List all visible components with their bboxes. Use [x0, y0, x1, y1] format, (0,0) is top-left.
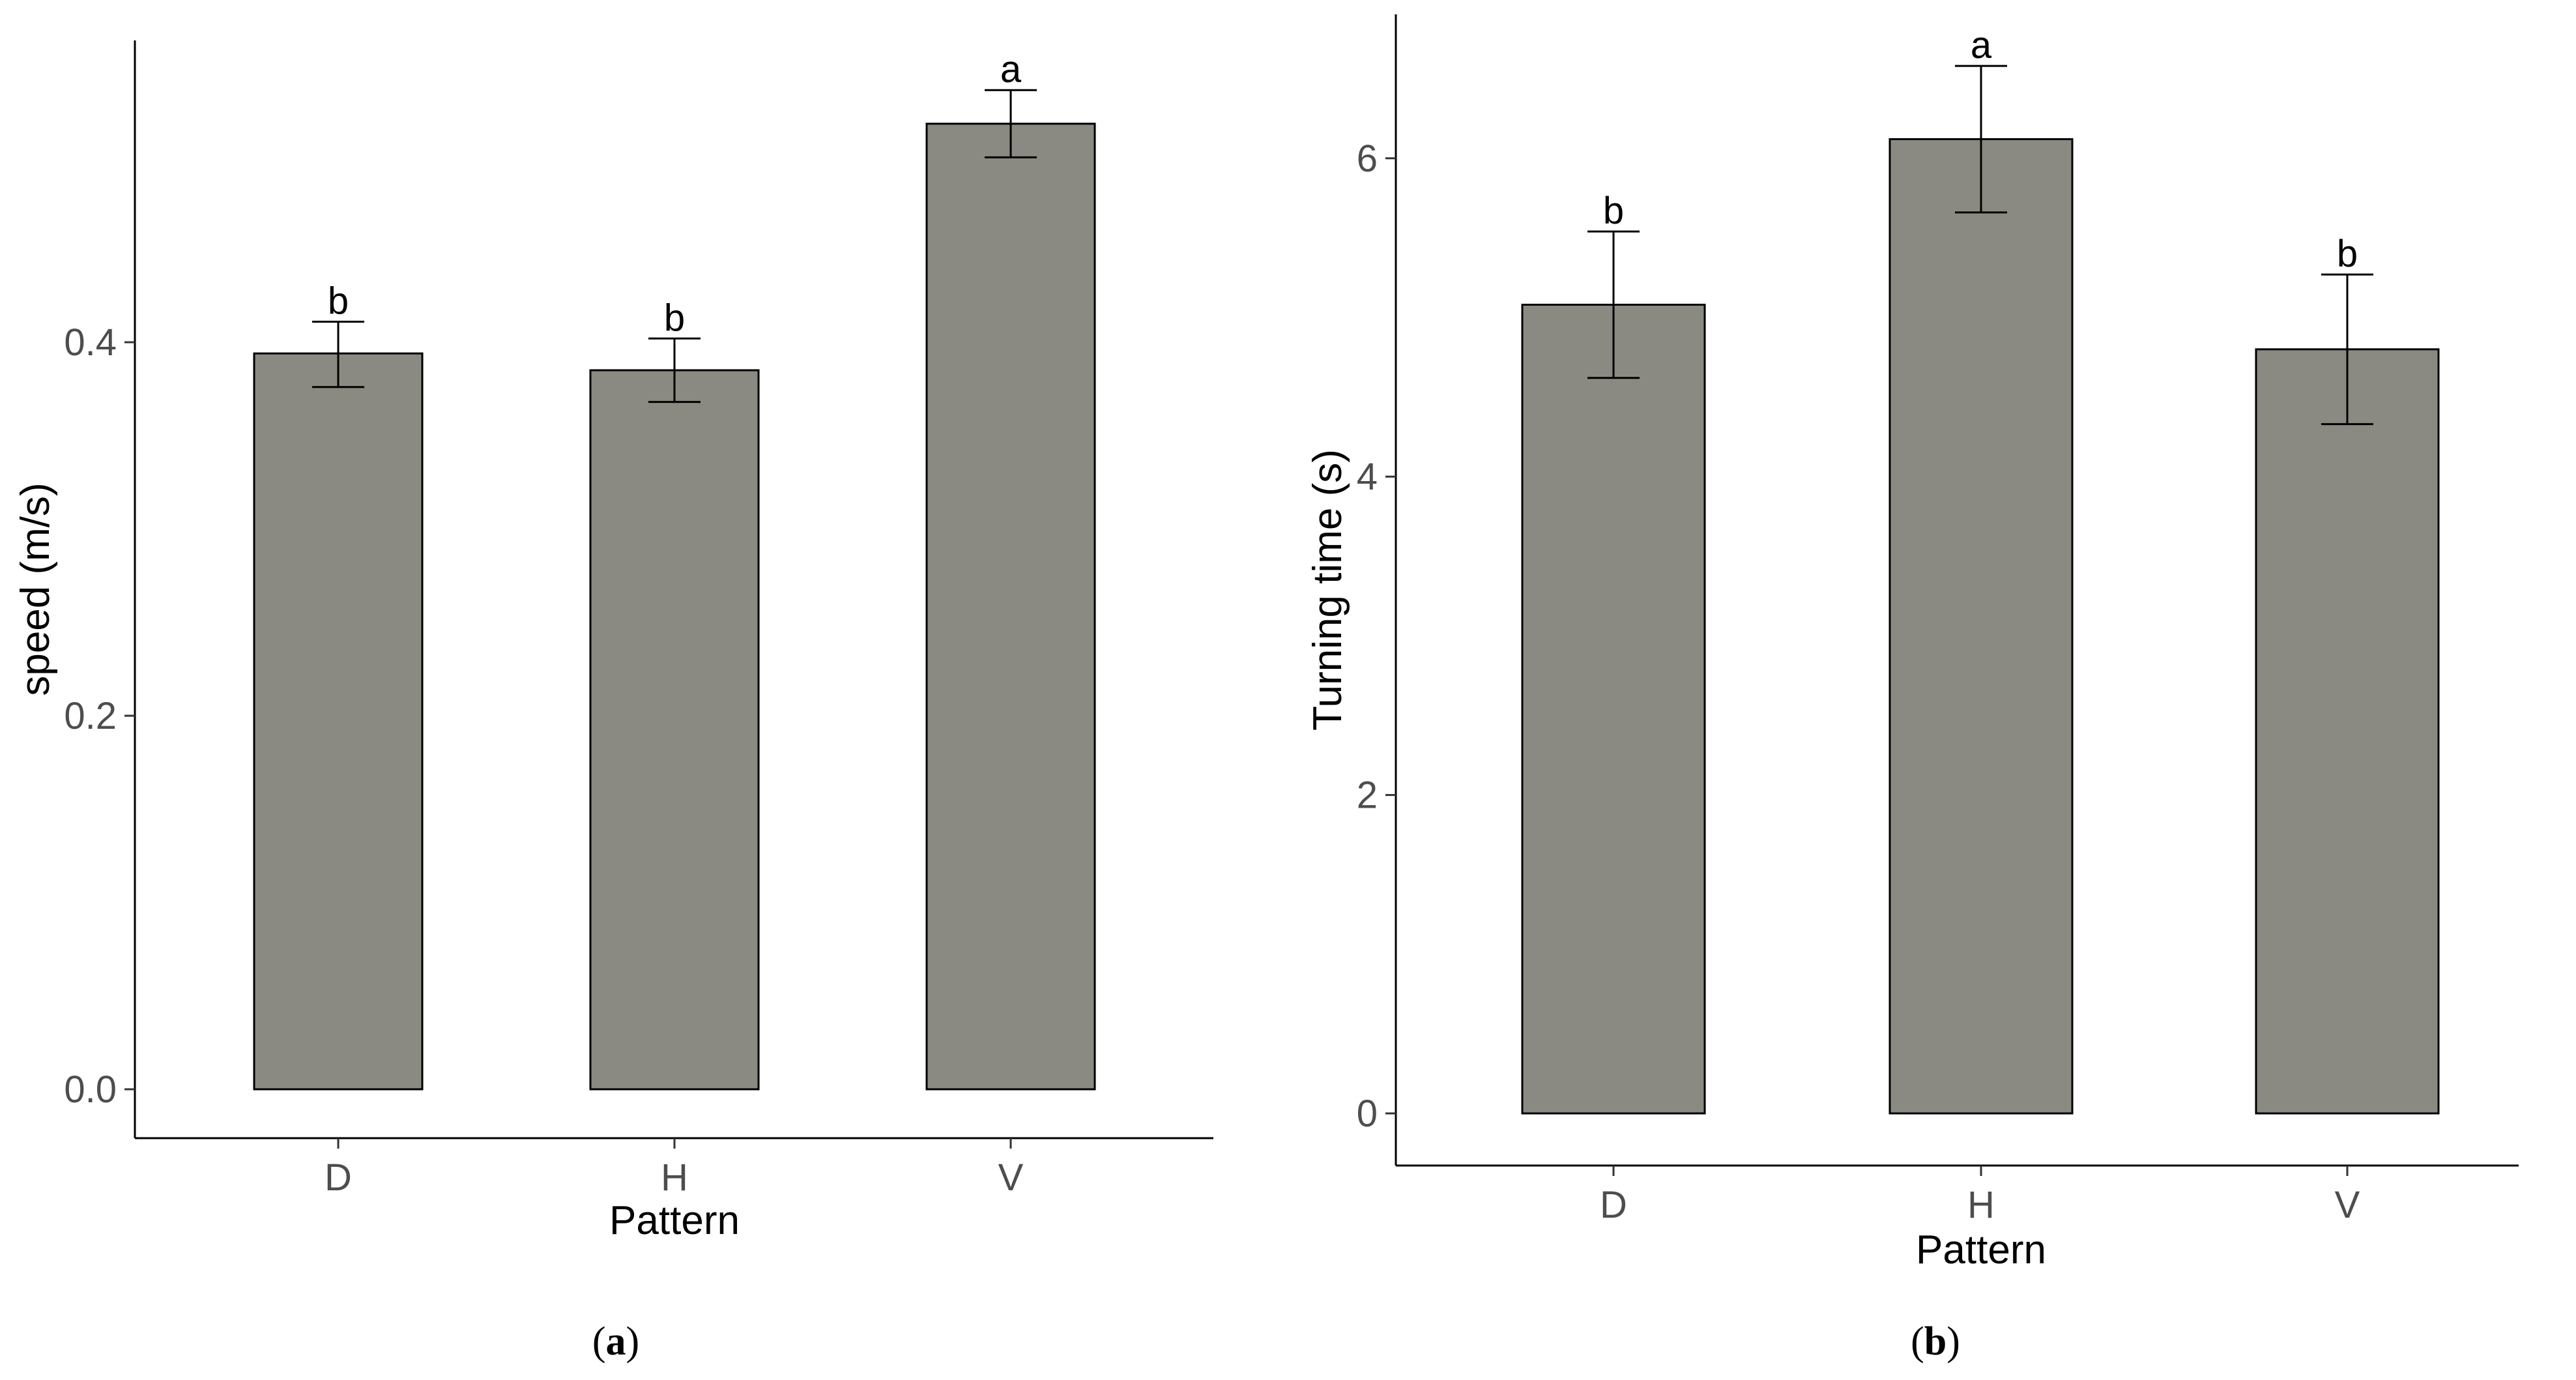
panel-b-significance-D: b: [1603, 190, 1624, 232]
panel-b-caption: (b): [1911, 1319, 1960, 1364]
panel-b-x-axis-label: Pattern: [1916, 1227, 2046, 1272]
panel-a: 0.0 0.2 0.4 b b a D H V Pattern speed (m/s) (a…: [13, 40, 1213, 1364]
panel-b-y-axis-label: Turning time (s): [1305, 449, 1350, 731]
panel-a-y-tick-label: 0.4: [64, 321, 117, 364]
panel-b-bar-H: [1889, 138, 2074, 1115]
panel-a-y-axis-label: speed (m/s): [13, 482, 58, 696]
panel-b-y-tick-label: 4: [1357, 456, 1378, 498]
panel-a-x-tick-label-D: D: [325, 1156, 352, 1199]
panel-b-significance-V: b: [2337, 233, 2358, 275]
panel-a-significance-V: a: [1000, 48, 1022, 91]
panel-b-x-tick-label-H: H: [1967, 1184, 1995, 1226]
panel-b: 0 2 4 6 b a b D H V Pattern Turning time (s) (b…: [1305, 14, 2519, 1364]
panel-b-y-tick-label: 6: [1357, 138, 1378, 180]
panel-a-significance-H: b: [664, 297, 685, 339]
panel-a-bar-V: [925, 123, 1096, 1091]
panel-a-bar-D: [253, 352, 424, 1091]
panel-b-x-tick-label-V: V: [2335, 1184, 2360, 1226]
panel-b-bar-D: [1521, 303, 1706, 1115]
panel-a-significance-D: b: [328, 280, 349, 322]
panel-a-x-tick-label-H: H: [661, 1156, 688, 1199]
panel-a-bar-H: [589, 369, 760, 1091]
panel-a-y-tick-label: 0.0: [64, 1068, 117, 1111]
panel-b-x-tick-label-D: D: [1600, 1184, 1627, 1226]
panel-a-y-tick-label: 0.2: [64, 695, 117, 737]
panel-a-caption: (a): [592, 1319, 639, 1364]
panel-a-x-tick-label-V: V: [998, 1156, 1024, 1199]
panel-b-significance-H: a: [1971, 24, 1992, 66]
panel-a-x-axis-label: Pattern: [609, 1198, 740, 1243]
panel-b-y-tick-label: 0: [1357, 1093, 1378, 1135]
panel-b-bar-V: [2255, 348, 2440, 1115]
panel-b-y-tick-label: 2: [1357, 774, 1378, 817]
